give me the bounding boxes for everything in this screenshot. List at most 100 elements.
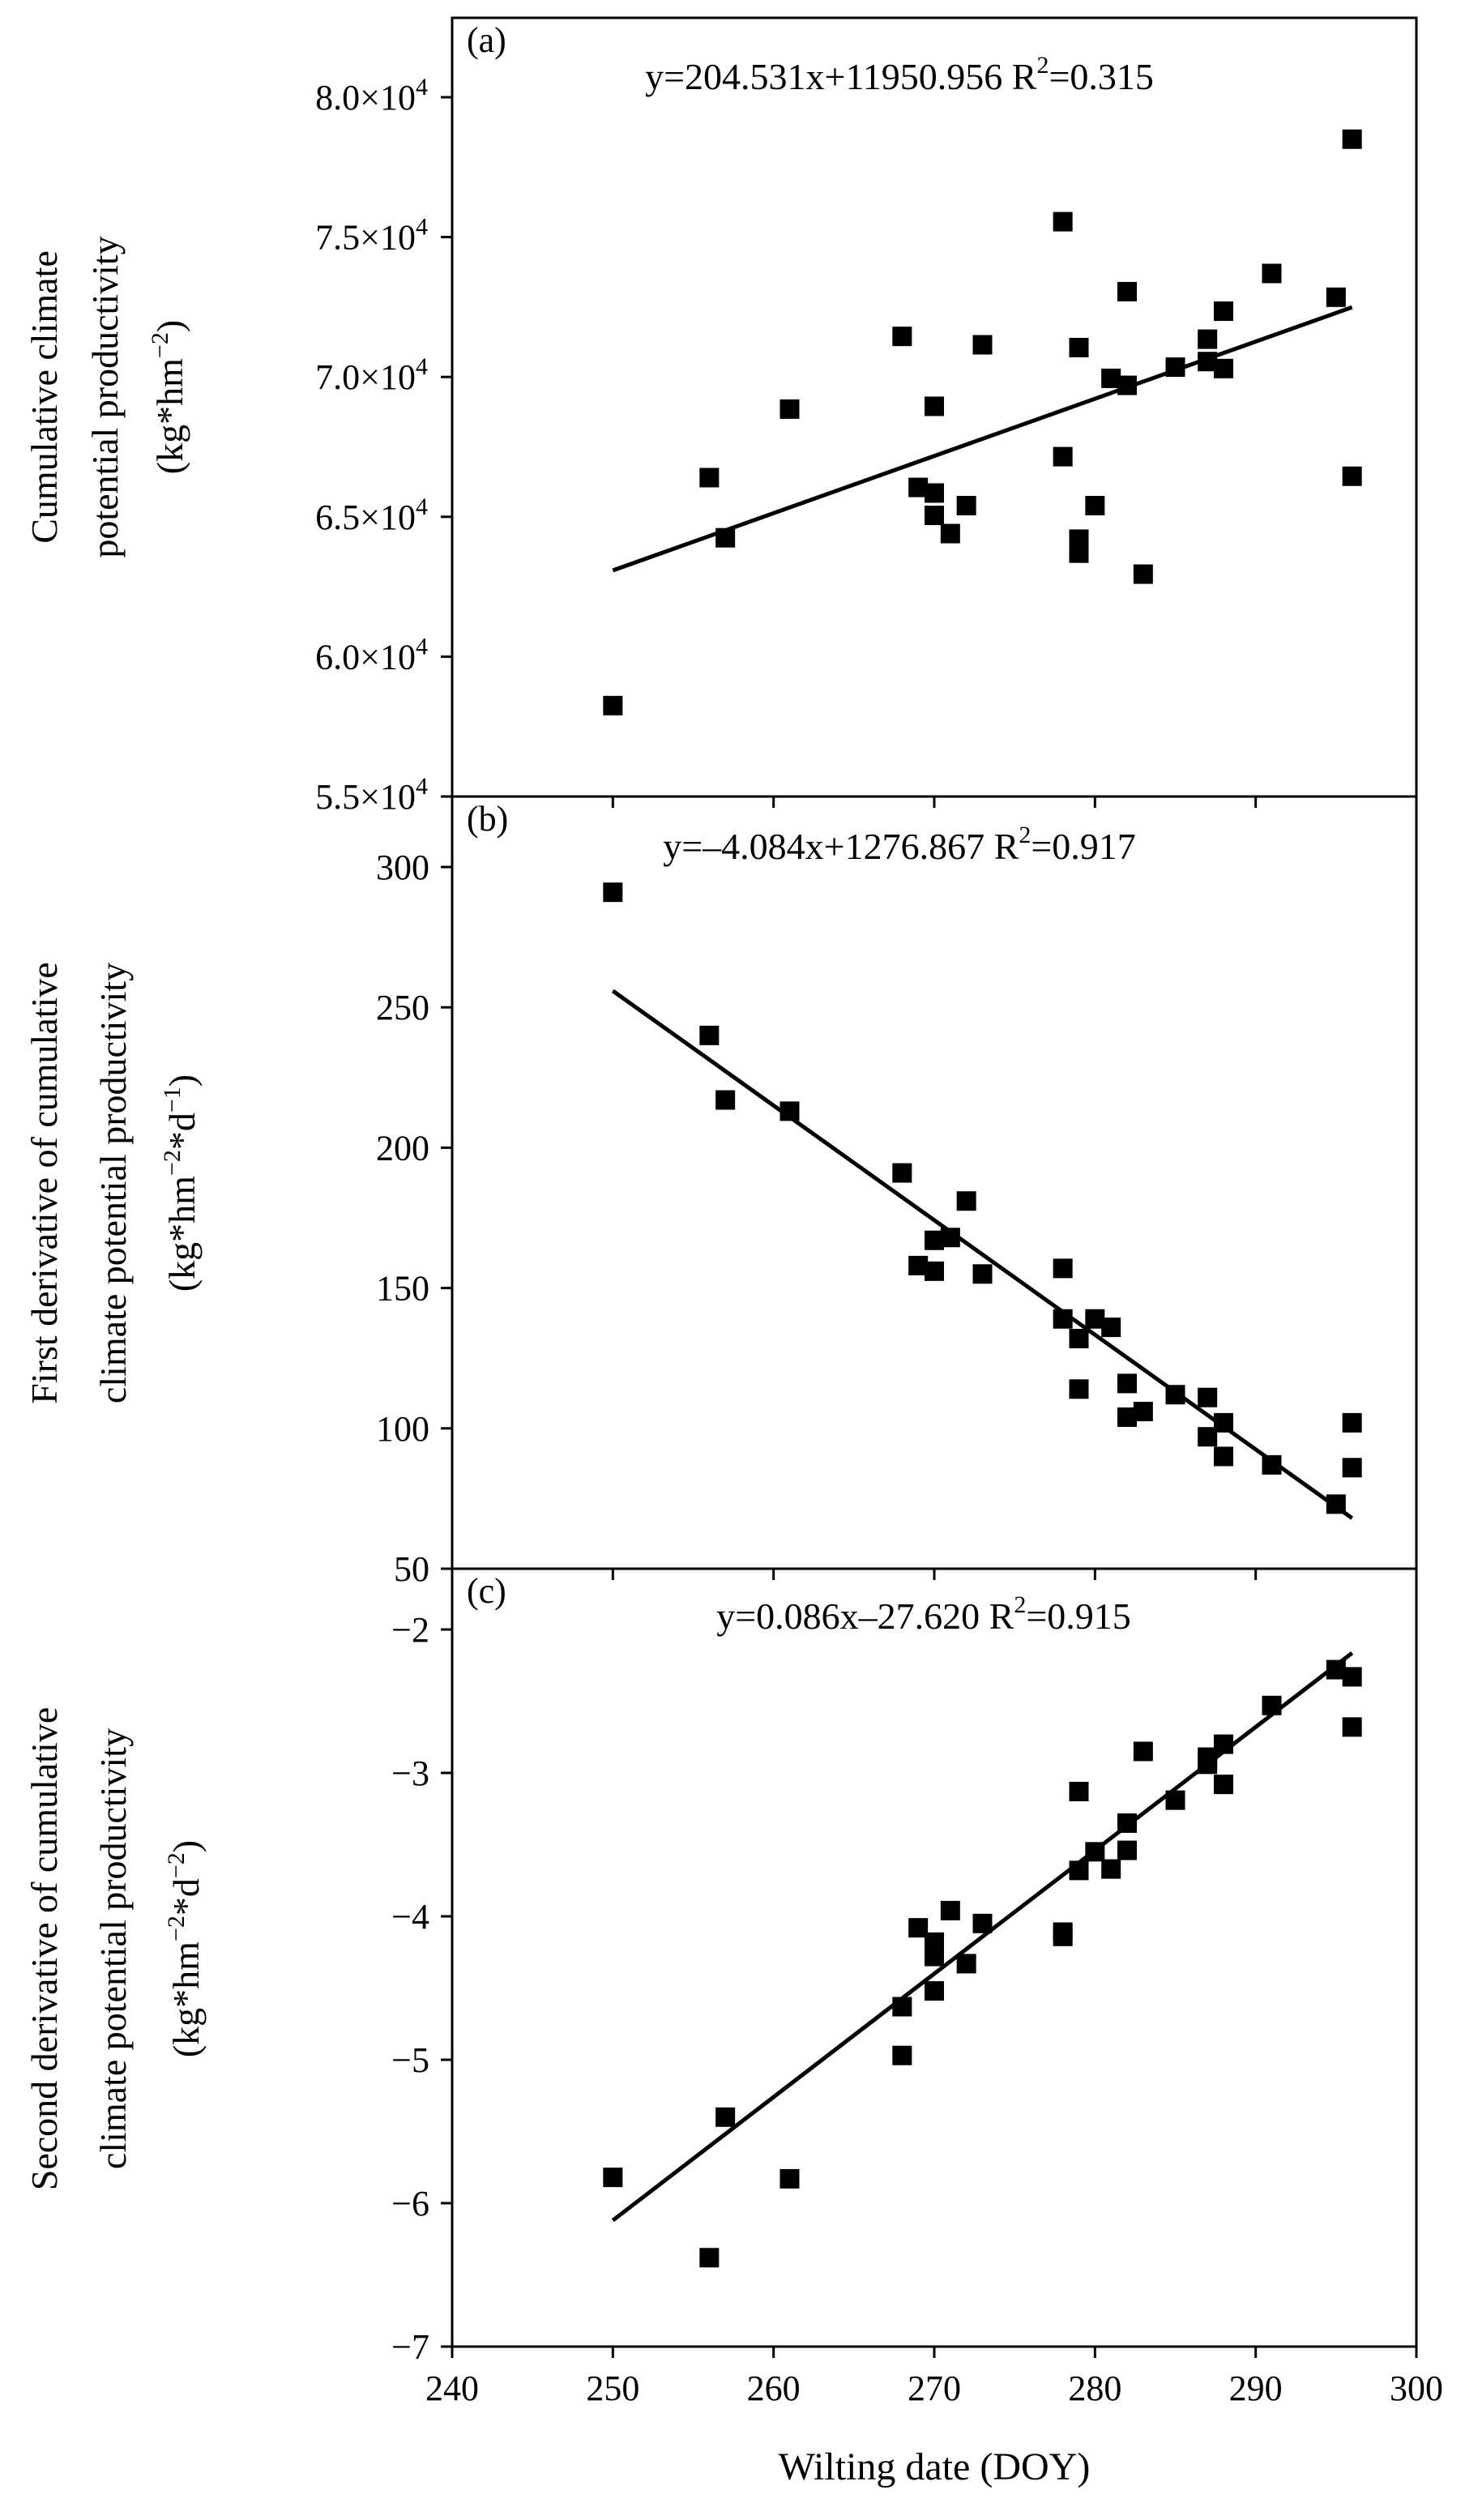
x-tick-label: 240 [425, 2368, 479, 2408]
data-point [1101, 1318, 1121, 1338]
y-tick-label: −6 [391, 2184, 429, 2223]
data-point [1069, 1379, 1089, 1399]
data-point [779, 399, 800, 419]
data-point [603, 2168, 623, 2188]
data-point [1214, 1775, 1233, 1795]
y-tick-label: 5.5×104 [315, 773, 428, 817]
data-point [972, 335, 993, 355]
data-point [1069, 337, 1089, 357]
data-point [1342, 1412, 1362, 1433]
y-tick-label: 300 [376, 848, 429, 887]
y-axis-label-unit: (kg*hm−2*d−1) [159, 1074, 203, 1292]
data-point [1085, 1842, 1105, 1862]
data-point [940, 1228, 960, 1248]
data-point [940, 523, 960, 544]
data-point [1069, 1328, 1089, 1348]
y-axis-label-line2: climate potential productivity [92, 963, 134, 1403]
panel-a: 5.5×104 6.0×104 6.5×104 7.0×104 7.5×104 8.0×1… [23, 16, 1418, 817]
data-point [603, 695, 623, 715]
data-point [1053, 1258, 1073, 1279]
data-point [1117, 281, 1137, 301]
y-axis-label-unit: (kg*hm−2) [147, 320, 190, 474]
y-tick-label: 250 [376, 988, 429, 1027]
data-point [1342, 129, 1362, 149]
y-tick-label: 100 [376, 1409, 429, 1449]
panel-c: −7 −6 −5 −4 −3 −2 (c) y=0.086x–27.620 R2=0.915 S… [23, 1567, 1418, 2367]
data-point [1342, 466, 1362, 486]
x-tick-label: 250 [586, 2368, 639, 2408]
panel-label: (a) [467, 20, 506, 60]
data-point [1069, 1782, 1089, 1802]
data-point [940, 1900, 960, 1920]
data-point [925, 396, 944, 416]
data-point [956, 1954, 976, 1974]
data-point [1165, 1385, 1185, 1405]
y-axis-label-line1: Second derivative of cumulative [23, 1707, 65, 2191]
y-tick-label: −5 [391, 2040, 429, 2080]
data-point [1133, 1741, 1153, 1762]
data-point [699, 2248, 720, 2268]
data-point [1342, 1717, 1362, 1737]
data-point [715, 527, 736, 548]
data-point [1262, 1454, 1282, 1475]
y-tick-label: 200 [376, 1128, 429, 1168]
data-point [1117, 375, 1137, 395]
data-point [925, 1946, 944, 1967]
data-point [1165, 357, 1185, 378]
data-point [892, 327, 912, 347]
data-point [1214, 358, 1233, 378]
data-point [1053, 1309, 1073, 1329]
data-point [699, 468, 720, 488]
x-axis-label: Wilting date (DOY) [779, 2445, 1091, 2488]
panel-b: 50 100 150 200 250 300 (b) y=–4.084x+1276.867 R… [23, 795, 1418, 1589]
y-axis-label-line1: Cumulative climate [23, 250, 65, 544]
data-point [1326, 1494, 1346, 1514]
x-tick-label: 290 [1229, 2368, 1283, 2408]
data-point [925, 483, 944, 503]
data-point [1214, 1734, 1233, 1754]
data-point [925, 1261, 944, 1281]
data-point [1198, 1754, 1218, 1775]
data-point [1069, 1860, 1089, 1881]
y-tick-label: −4 [391, 1897, 429, 1937]
data-point [699, 1025, 720, 1045]
data-point [715, 1090, 736, 1110]
data-point [1198, 1387, 1218, 1407]
x-tick-label: 300 [1390, 2368, 1443, 2408]
regression-equation: y=204.531x+11950.956 R2=0.315 [645, 52, 1154, 97]
data-point [1117, 1840, 1137, 1860]
y-tick-label: 150 [376, 1269, 429, 1309]
data-point [1214, 1412, 1233, 1433]
data-point [779, 1101, 800, 1121]
data-point [956, 495, 976, 515]
y-tick-label: −3 [391, 1753, 429, 1793]
data-point [1053, 211, 1073, 232]
data-point [779, 2168, 800, 2189]
data-point [1198, 329, 1218, 349]
x-tick-label: 280 [1068, 2368, 1121, 2408]
y-tick-label: 6.0×104 [315, 633, 428, 677]
regression-line [611, 1651, 1354, 2223]
data-point [956, 1191, 976, 1211]
regression-equation: y=–4.084x+1276.867 R2=0.917 [663, 822, 1136, 867]
regression-line [611, 989, 1354, 1520]
panel-label: (c) [467, 1571, 506, 1611]
data-point [1262, 1695, 1282, 1715]
data-point [1214, 1446, 1233, 1467]
data-point [1326, 287, 1346, 307]
data-point [892, 1163, 912, 1183]
y-tick-label: −2 [391, 1610, 429, 1650]
data-point [1101, 1859, 1121, 1879]
x-tick-label: 260 [747, 2368, 801, 2408]
data-point [603, 882, 623, 903]
y-axis-label-line2: climate potential productivity [92, 1728, 134, 2169]
data-point [1053, 446, 1073, 467]
data-point [715, 2107, 736, 2127]
y-axis-label-unit: (kg*hm−2*d−2) [163, 1840, 207, 2057]
data-point [892, 1997, 912, 2017]
data-point [1165, 1790, 1185, 1810]
data-point [972, 1264, 993, 1284]
y-tick-label: −7 [391, 2327, 429, 2367]
y-axis-label-line1: First derivative of cumulative [23, 962, 65, 1403]
data-point [1214, 301, 1233, 322]
